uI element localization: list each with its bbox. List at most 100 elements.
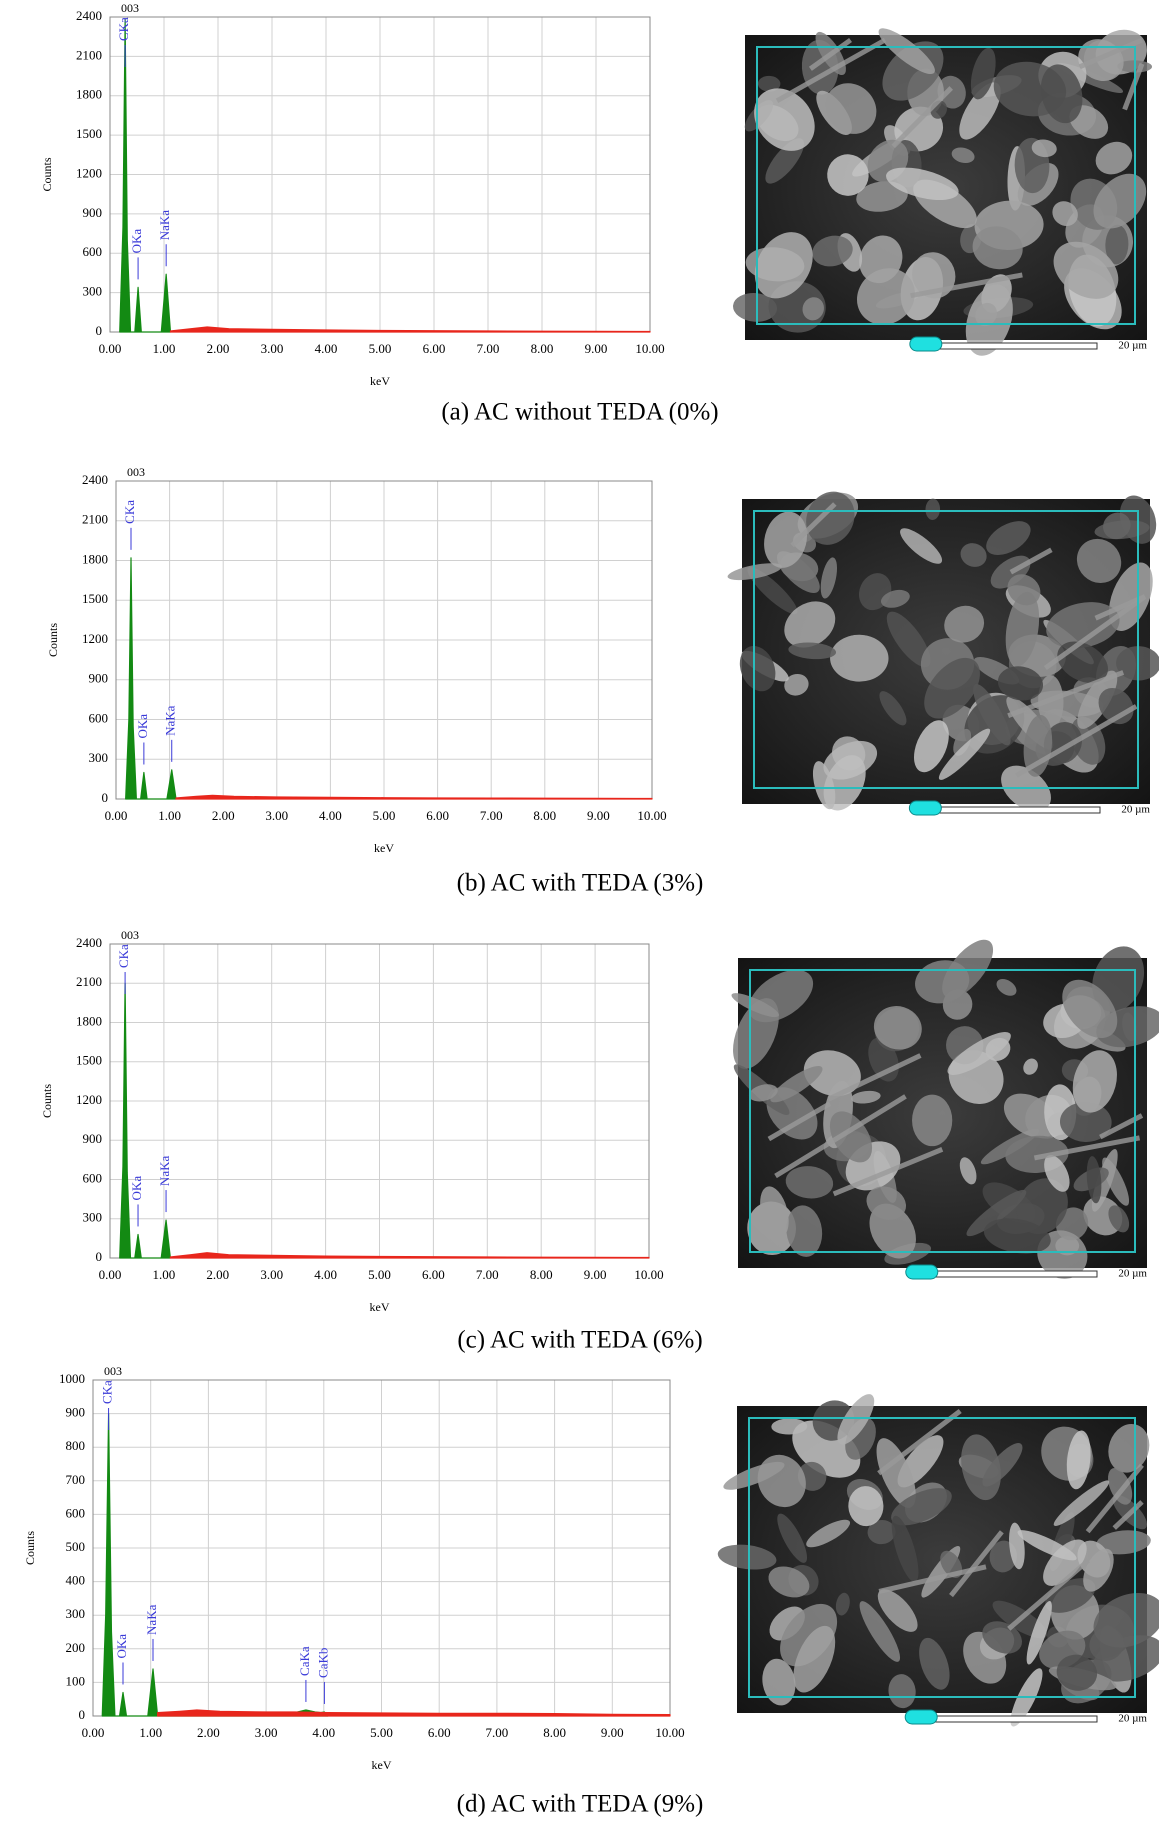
peak-label: CKa <box>116 17 131 41</box>
sem-particle <box>1040 64 1083 124</box>
x-tick-label: 8.00 <box>533 808 556 823</box>
x-axis-label: keV <box>370 374 390 388</box>
x-tick-label: 5.00 <box>368 1267 391 1282</box>
sem-particle <box>959 1157 977 1185</box>
y-tick-label: 1200 <box>76 165 102 180</box>
y-tick-label: 2100 <box>76 47 102 62</box>
sem-particle <box>1086 1156 1102 1204</box>
peak-label: NaKa <box>144 1604 159 1635</box>
x-tick-label: 0.00 <box>99 1267 122 1282</box>
sem-rod <box>1112 1500 1144 1530</box>
sem-particle <box>830 634 889 682</box>
sem-particle <box>879 691 907 726</box>
sem-particle <box>1066 1430 1091 1490</box>
scale-marker <box>908 800 942 816</box>
sem-particle <box>959 82 1001 140</box>
scale-marker <box>909 336 943 352</box>
sem-particle <box>982 1443 1023 1487</box>
caption: (d) AC with TEDA (9%) <box>457 1791 704 1818</box>
sem-particle <box>1108 1424 1150 1473</box>
x-tick-label: 0.00 <box>99 341 122 356</box>
sem-particle <box>747 567 798 615</box>
sem-particle <box>1059 1102 1112 1142</box>
y-axis-label: Counts <box>40 157 54 191</box>
x-tick-label: 3.00 <box>260 1267 283 1282</box>
sem-rod <box>1043 594 1147 671</box>
sem-particle <box>1053 241 1119 299</box>
sem-rod <box>1009 547 1053 575</box>
sem-particle <box>1026 1601 1052 1665</box>
x-tick-label: 1.00 <box>139 1725 162 1740</box>
sem-rod <box>1007 1558 1090 1631</box>
sem-particle <box>965 284 1013 356</box>
sem-particle <box>1023 1058 1038 1075</box>
sem-particle <box>784 673 809 696</box>
sem-particle <box>848 1486 884 1527</box>
x-tick-label: 3.00 <box>255 1725 278 1740</box>
y-tick-label: 0 <box>96 1249 103 1264</box>
sem-particle <box>888 1674 916 1709</box>
sem-frame <box>756 46 1136 325</box>
sem-particle <box>1083 1548 1114 1592</box>
sem-rod <box>949 1530 1004 1598</box>
scale-marker <box>905 1264 939 1280</box>
sem-particle <box>1077 670 1118 729</box>
y-tick-label: 900 <box>66 1405 86 1420</box>
sem-particle <box>859 1601 901 1662</box>
sem-particle <box>739 645 776 692</box>
sem-rod <box>1033 1135 1141 1161</box>
sem-rod <box>891 86 954 149</box>
sem-particle <box>806 1519 851 1548</box>
sem-particle <box>762 1658 796 1706</box>
sem-particle <box>947 1032 1011 1075</box>
sem-particle <box>764 511 808 568</box>
spectrum-area <box>175 794 653 800</box>
sem-particle <box>876 1438 916 1508</box>
sem-particle <box>997 666 1044 701</box>
sem-particle <box>1096 1530 1151 1555</box>
x-tick-label: 4.00 <box>319 808 342 823</box>
y-tick-label: 2100 <box>76 974 102 989</box>
peak-label: OKa <box>129 229 144 254</box>
sem-particle <box>973 683 1011 746</box>
y-tick-label: 1800 <box>76 1013 102 1028</box>
x-tick-label: 8.00 <box>543 1725 566 1740</box>
x-tick-label: 5.00 <box>373 808 396 823</box>
sem-particle <box>938 728 991 780</box>
sem-rod <box>1122 62 1145 111</box>
peak-label: OKa <box>114 1634 129 1659</box>
caption: (a) AC without TEDA (0%) <box>441 399 718 426</box>
y-tick-label: 800 <box>66 1438 86 1453</box>
x-tick-label: 7.00 <box>476 1267 499 1282</box>
sem-particle <box>919 1637 950 1690</box>
sem-particle <box>760 1186 789 1238</box>
x-tick-label: 2.00 <box>206 1267 229 1282</box>
sem-particle <box>924 657 980 719</box>
sem-particle <box>867 1519 896 1545</box>
sem-particle <box>827 154 869 196</box>
y-tick-label: 600 <box>83 244 103 259</box>
sem-particle <box>944 605 985 643</box>
x-tick-label: 9.00 <box>587 808 610 823</box>
sem-particle <box>1105 224 1129 265</box>
sem-rod <box>878 1564 987 1594</box>
y-tick-label: 500 <box>66 1539 86 1554</box>
y-tick-label: 100 <box>66 1673 86 1688</box>
sem-particle <box>966 1189 1027 1237</box>
sem-particle <box>856 181 908 212</box>
y-tick-label: 900 <box>83 205 103 220</box>
sem-particle <box>748 1084 778 1102</box>
y-tick-label: 300 <box>89 750 109 765</box>
sem-particle <box>1052 201 1078 227</box>
scale-marker <box>904 1709 938 1725</box>
sem-particle <box>1095 141 1133 175</box>
scale-bar-label: 20 µm <box>1118 340 1147 352</box>
y-tick-label: 1500 <box>82 591 108 606</box>
x-tick-label: 4.00 <box>314 1267 337 1282</box>
x-tick-label: 10.00 <box>655 1725 684 1740</box>
x-tick-label: 9.00 <box>584 1267 607 1282</box>
y-tick-label: 1200 <box>76 1092 102 1107</box>
x-tick-label: 10.00 <box>634 1267 663 1282</box>
peak-label: CKa <box>122 500 137 524</box>
sem-particle <box>912 1094 953 1147</box>
